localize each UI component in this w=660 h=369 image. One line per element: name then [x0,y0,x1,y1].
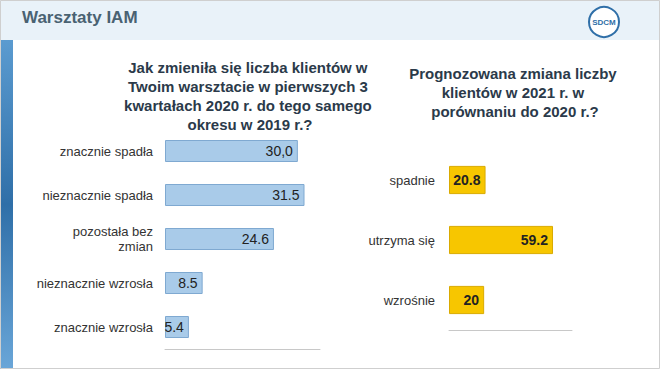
svg-text:nieznacznie spadła: nieznacznie spadła [42,188,153,203]
svg-text:20: 20 [464,292,480,308]
svg-text:SDCM: SDCM [592,18,616,27]
svg-text:klientów w 2021 r. w: klientów w 2021 r. w [442,84,589,101]
svg-text:24.6: 24.6 [242,231,269,247]
svg-text:porównaniu do 2020 r.?: porównaniu do 2020 r.? [431,103,599,120]
svg-text:5.4: 5.4 [164,319,184,335]
svg-text:30,0: 30,0 [266,143,293,159]
svg-text:Warsztaty IAM: Warsztaty IAM [22,8,138,27]
svg-text:Prognozowana zmiana liczby: Prognozowana zmiana liczby [409,65,621,82]
svg-text:Twoim warsztacie w pierwszych: Twoim warsztacie w pierwszych 3 [128,78,372,95]
svg-text:okresu w 2019 r.?: okresu w 2019 r.? [187,116,312,133]
svg-text:znacznie wzrosła: znacznie wzrosła [54,320,154,335]
svg-text:zmian: zmian [118,239,153,254]
svg-text:utrzyma się: utrzyma się [369,233,435,248]
svg-text:Jak zmieniła się liczba klient: Jak zmieniła się liczba klientów w [128,59,371,76]
svg-text:nieznacznie wzrosła: nieznacznie wzrosła [37,276,154,291]
svg-text:8.5: 8.5 [178,275,198,291]
svg-text:59.2: 59.2 [521,232,548,248]
svg-text:20.8: 20.8 [453,172,480,188]
svg-text:31.5: 31.5 [272,187,299,203]
svg-text:wzrośnie: wzrośnie [383,293,435,308]
svg-text:pozostała bez: pozostała bez [73,224,153,239]
svg-text:spadnie: spadnie [389,173,435,188]
svg-text:kwartałach 2020 r. do tego sam: kwartałach 2020 r. do tego samego [124,97,376,114]
svg-text:znacznie spadła: znacznie spadła [60,144,154,159]
